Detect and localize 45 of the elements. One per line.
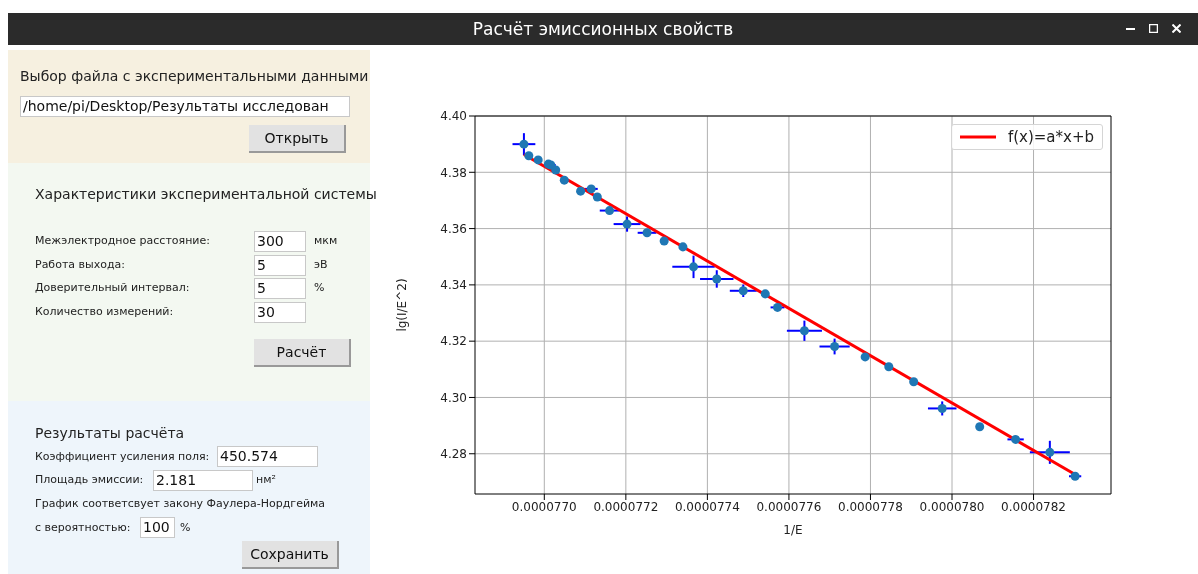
x-tick-label: 0.0000774 bbox=[674, 499, 740, 514]
text: мкм bbox=[314, 233, 338, 249]
y-tick-label: 4.36 bbox=[440, 221, 467, 236]
text: Выбор файла с экспериментальными данными bbox=[20, 67, 369, 86]
text: Характеристики экспериментальной системы bbox=[35, 185, 377, 204]
y-axis-title: lg(I/E^2) bbox=[395, 278, 410, 332]
text: 300 bbox=[254, 231, 306, 252]
text: Открыть bbox=[249, 125, 346, 153]
text: Результаты расчёта bbox=[35, 424, 185, 443]
text: нм² bbox=[256, 472, 276, 488]
x-tick-label: 0.0000778 bbox=[838, 499, 903, 514]
text: 5 bbox=[254, 255, 306, 276]
text: Межэлектродное расстояние: bbox=[35, 233, 210, 249]
text: 5 bbox=[254, 278, 306, 299]
y-tick-label: 4.34 bbox=[440, 278, 467, 293]
x-tick-label: 0.0000776 bbox=[756, 499, 822, 514]
y-tick-label: 4.32 bbox=[440, 334, 467, 349]
text: 30 bbox=[254, 302, 306, 323]
text: Расчёт эмиссионных свойств bbox=[472, 19, 734, 39]
text: Расчёт bbox=[254, 339, 351, 367]
text: % bbox=[314, 280, 325, 296]
text: с вероятностью: bbox=[35, 520, 131, 536]
y-tick-label: 4.30 bbox=[440, 390, 467, 405]
text: Сохранить bbox=[242, 541, 339, 569]
x-tick-label: 0.0000780 bbox=[919, 499, 985, 514]
text: % bbox=[180, 520, 191, 536]
x-tick-label: 0.0000770 bbox=[511, 499, 577, 514]
text: Работа выхода: bbox=[35, 257, 125, 273]
text: График соответсвует закону Фаулера-Нордгейма bbox=[35, 496, 326, 512]
x-tick-label: 0.0000782 bbox=[1001, 499, 1066, 514]
text: Коэффициент усиления поля: bbox=[35, 449, 210, 465]
text: Доверительный интервал: bbox=[35, 280, 190, 296]
text: Количество измерений: bbox=[35, 304, 174, 320]
text: 100 bbox=[140, 517, 175, 538]
y-tick-label: 4.40 bbox=[440, 109, 467, 124]
y-tick-label: 4.28 bbox=[440, 447, 467, 462]
text: Площадь эмиссии: bbox=[35, 472, 144, 488]
x-tick-label: 0.0000772 bbox=[593, 499, 659, 514]
text: /home/pi/Desktop/Результаты исследован bbox=[20, 96, 350, 117]
x-axis-title: 1/E bbox=[783, 523, 803, 537]
text: эВ bbox=[314, 257, 328, 273]
text: 2.181 bbox=[153, 470, 253, 491]
legend-label: f(x)=a*x+b bbox=[1007, 128, 1094, 146]
y-tick-label: 4.38 bbox=[440, 165, 467, 180]
text: 450.574 bbox=[217, 446, 318, 467]
